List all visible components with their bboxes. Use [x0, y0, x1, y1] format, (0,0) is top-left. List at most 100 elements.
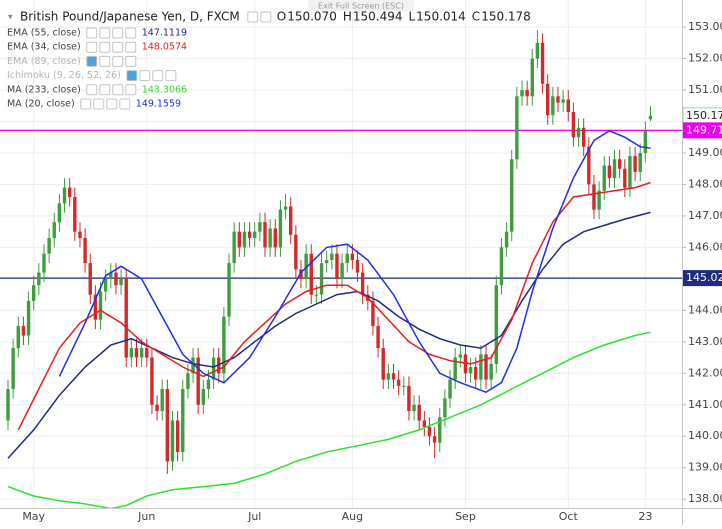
exit-fullscreen-bg[interactable] [308, 0, 414, 11]
candle-body [474, 366, 478, 380]
candle-body [47, 237, 51, 254]
candle-body [525, 90, 529, 97]
y-tick-label: 141.000 [688, 398, 722, 411]
candle-body [57, 203, 62, 223]
candle-body [417, 404, 421, 421]
candle-body [633, 156, 637, 172]
candle-body [21, 326, 26, 336]
candle-body [540, 42, 545, 84]
candle-body [463, 354, 468, 374]
candle-body [258, 222, 262, 232]
candle-body [242, 231, 247, 248]
candle-body [253, 231, 257, 238]
legend: ▾ British Pound/Japanese Yen, D, FXCM O 150… [7, 10, 531, 110]
legend-icon[interactable] [99, 84, 111, 96]
legend-icon[interactable] [93, 98, 105, 110]
candle-body [145, 348, 149, 358]
candle-body [432, 436, 437, 443]
candle-body [165, 389, 170, 462]
candle-body [330, 253, 334, 260]
candle-body [83, 237, 87, 264]
candle-body [479, 354, 483, 380]
legend-icon[interactable] [125, 27, 137, 39]
legend-icon[interactable] [165, 70, 177, 82]
legend-icon[interactable] [86, 27, 98, 39]
legend-icon[interactable] [260, 11, 272, 23]
legend-icon[interactable] [86, 84, 98, 96]
indicator-name: EMA (34, close) [7, 42, 81, 53]
chart-title: British Pound/Japanese Yen, D, FXCM [20, 10, 240, 24]
candle-body [52, 222, 56, 238]
level-label-box [683, 270, 722, 287]
candle-body [612, 159, 617, 179]
legend-icon[interactable] [112, 84, 124, 96]
candle-body [73, 197, 77, 232]
candle-body [576, 127, 581, 138]
candle-body [597, 190, 601, 210]
candle-body [617, 159, 622, 169]
candle-body [571, 112, 576, 138]
legend-icon[interactable] [80, 98, 92, 110]
legend-icon[interactable] [112, 27, 124, 39]
x-tick-label: Oct [559, 510, 579, 523]
x-tick-label: Aug [342, 510, 363, 523]
candle-body [134, 348, 139, 358]
y-tick-label: 152.000 [688, 52, 722, 65]
legend-icon[interactable] [247, 11, 259, 23]
ohlc-key: H [343, 10, 352, 24]
candle-body [186, 373, 190, 390]
y-tick-label: 149.000 [688, 146, 722, 159]
legend-icon[interactable] [125, 55, 137, 67]
candle-body [324, 259, 329, 264]
candle-body [299, 269, 303, 279]
level-label: 145.024 [686, 271, 722, 284]
y-tick-label: 146.000 [688, 240, 722, 253]
ohlc-key: L [408, 10, 415, 24]
candle-body [438, 417, 442, 443]
legend-icon[interactable] [125, 41, 137, 53]
indicator-value: 143.3066 [142, 84, 187, 95]
candle-body [273, 228, 277, 248]
legend-icon[interactable] [86, 41, 98, 53]
candle-body [206, 379, 211, 390]
legend-icon[interactable] [99, 27, 111, 39]
legend-icon[interactable] [86, 55, 98, 67]
legend-icon[interactable] [99, 41, 111, 53]
legend-icon[interactable] [99, 55, 111, 67]
exit-fullscreen[interactable]: Exit Full Screen (ESC) [318, 2, 404, 11]
candle-body [129, 348, 134, 358]
x-tick-label: Jun [137, 510, 155, 523]
candle-body [319, 263, 324, 295]
candle-body [386, 373, 391, 380]
legend-icon[interactable] [152, 70, 164, 82]
candle-body [458, 354, 463, 358]
candle-body [643, 130, 648, 153]
candle-body [232, 231, 236, 264]
candle-body [355, 259, 360, 273]
candle-body [114, 272, 118, 286]
last-price-label: 150.178 [686, 109, 722, 122]
candle-body [201, 389, 206, 405]
candle-body [42, 253, 46, 273]
y-tick-label: 142.000 [688, 366, 722, 379]
legend-icon[interactable] [125, 84, 137, 96]
candle-body [211, 357, 216, 380]
candle-body [345, 253, 349, 264]
legend-icon[interactable] [119, 98, 131, 110]
candle-body [181, 389, 185, 452]
candle-body [376, 326, 380, 349]
candle-body [160, 389, 164, 412]
legend-icon[interactable] [126, 70, 138, 82]
candle-body [309, 253, 313, 295]
legend-icon[interactable] [106, 98, 118, 110]
legend-icon[interactable] [139, 70, 151, 82]
candle-body [6, 389, 10, 421]
candle-body [196, 357, 200, 405]
candle-body [551, 96, 555, 116]
legend-icon[interactable] [112, 41, 124, 53]
indicator-name: Ichimoku (9, 26, 52, 26) [7, 70, 121, 81]
candle-body [170, 420, 175, 462]
indicator-line [58, 130, 651, 394]
legend-icon[interactable] [112, 55, 124, 67]
